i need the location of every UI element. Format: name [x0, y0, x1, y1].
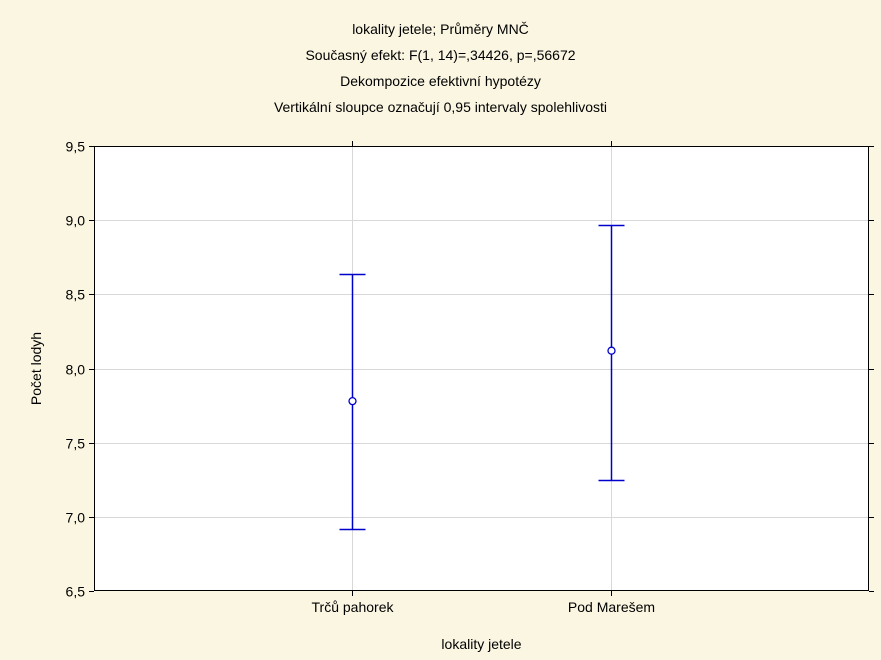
- y-tick-label: 8,5: [66, 287, 86, 303]
- plot-area: [94, 146, 869, 591]
- y-axis-label: Počet lodyh: [28, 332, 44, 405]
- chart-title-line-3: Dekompozice efektivní hypotézy: [340, 73, 541, 89]
- data-layer: [339, 224, 625, 531]
- y-tick-label: 8,0: [66, 362, 86, 378]
- chart-title-line-2: Současný efekt: F(1, 14)=,34426, p=,5667…: [305, 47, 576, 63]
- chart-title-line-1: lokality jetele; Průměry MNČ: [352, 21, 529, 37]
- chart-title-line-4: Vertikální sloupce označují 0,95 interva…: [273, 99, 608, 115]
- y-tick-label: 9,0: [66, 213, 86, 229]
- y-tick-label: 6,5: [66, 584, 86, 600]
- mean-point: [607, 346, 616, 355]
- y-tick-label: 9,5: [66, 139, 86, 155]
- y-tick-label: 7,5: [66, 436, 86, 452]
- axis-layer: 6,5 7,0 7,5 8,0 8,5 9,0 9,5 Trčů pahorek Pod Mar…: [66, 139, 874, 615]
- x-tick-label: Trčů pahorek: [312, 599, 395, 615]
- plot-frame: [94, 146, 869, 591]
- x-axis-label: lokality jetele: [441, 636, 521, 652]
- mean-point: [348, 396, 357, 406]
- y-tick-label: 7,0: [66, 510, 86, 526]
- x-tick-label: Pod Marešem: [568, 599, 655, 615]
